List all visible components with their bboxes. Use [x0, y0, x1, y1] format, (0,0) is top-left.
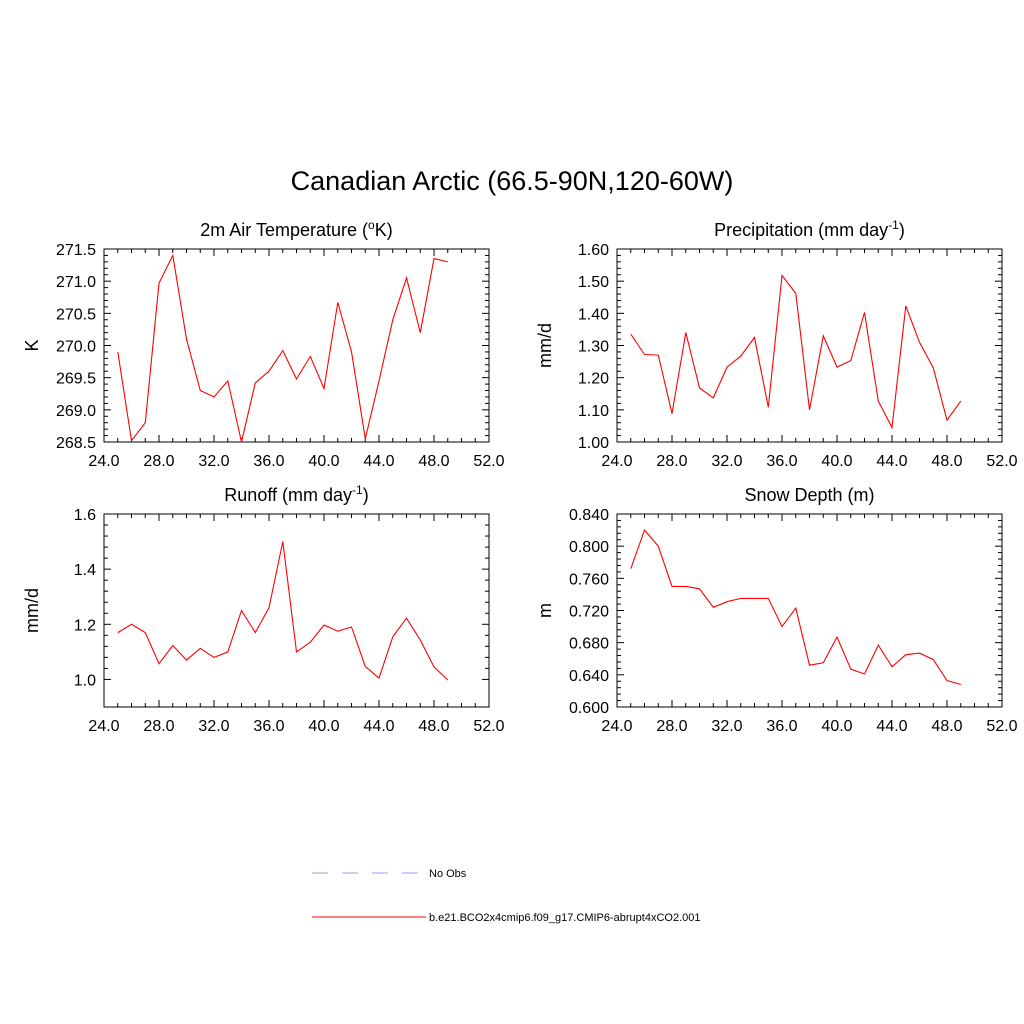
snow-x-tick-label: 44.0: [876, 718, 907, 735]
runoff-series-line: [117, 541, 449, 681]
temp-y-tick-label: 270.5: [56, 306, 96, 323]
precip-y-tick-label: 1.40: [578, 306, 609, 323]
legend-label-2: b.e21.BCO2x4cmip6.f09_g17.CMIP6-abrupt4x…: [429, 912, 701, 924]
temp-y-tick-label: 269.0: [56, 403, 96, 420]
temp-series-line: [117, 253, 448, 443]
legend-label-1: No Obs: [429, 868, 467, 880]
temp-x-tick-label: 32.0: [198, 453, 229, 470]
precip-x-tick-label: 24.0: [601, 453, 632, 470]
temp-chart-title: 2m Air Temperature (oK): [200, 218, 392, 240]
precip-title-text: Precipitation (mm day: [714, 220, 888, 240]
runoff-x-tick-label: 32.0: [198, 718, 229, 735]
runoff-y-tick-label: 1.2: [74, 617, 96, 634]
precip-y-tick-label: 1.60: [578, 242, 609, 259]
snow-chart-title: Snow Depth (m): [744, 485, 874, 505]
runoff-x-tick-label: 52.0: [473, 718, 504, 735]
precip-x-tick-label: 32.0: [711, 453, 742, 470]
temp-title-superscript: o: [368, 218, 375, 232]
runoff-chart-title: Runoff (mm day-1): [224, 483, 368, 505]
legend: No Obs b.e21.BCO2x4cmip6.f09_g17.CMIP6-ab…: [312, 868, 701, 924]
snow-y-tick-label: 0.720: [569, 604, 609, 621]
temp-x-tick-label: 24.0: [88, 453, 119, 470]
precip-y-tick-label: 1.30: [578, 339, 609, 356]
runoff-x-tick-label: 48.0: [418, 718, 449, 735]
temp-x-tick-label: 52.0: [473, 453, 504, 470]
snow-series-line: [630, 529, 961, 686]
precip-x-tick-label: 48.0: [931, 453, 962, 470]
runoff-y-tick-label: 1.0: [74, 672, 96, 689]
temp-x-tick-label: 28.0: [143, 453, 174, 470]
temp-panel: 2m Air Temperature (oK) K 24.0 28.0 32.0 36.0…: [22, 218, 505, 470]
runoff-title-superscript: -1: [352, 483, 363, 497]
precip-x-tick-label: 44.0: [876, 453, 907, 470]
temp-y-axis-label: K: [22, 339, 42, 351]
precip-series-line: [630, 273, 962, 430]
runoff-x-tick-label: 24.0: [88, 718, 119, 735]
snow-y-tick-label: 0.840: [569, 507, 609, 524]
precip-panel: Precipitation (mm day-1) mm/d 24.0 28.0 32.0…: [535, 218, 1018, 470]
runoff-panel: Runoff (mm day-1) mm/d 24.0 28.0 32.0 36.0 40.…: [22, 483, 505, 735]
precip-y-tick-label: 1.20: [578, 371, 609, 388]
temp-title-text: 2m Air Temperature (: [200, 220, 368, 240]
precip-x-tick-label: 36.0: [766, 453, 797, 470]
runoff-x-tick-label: 28.0: [143, 718, 174, 735]
snow-y-tick-label: 0.600: [569, 700, 609, 717]
precip-y-axis-label: mm/d: [535, 323, 555, 368]
temp-x-tick-label: 36.0: [253, 453, 284, 470]
runoff-plot-frame: [103, 513, 490, 708]
temp-x-tick-label: 40.0: [308, 453, 339, 470]
temp-x-tick-label: 44.0: [363, 453, 394, 470]
snow-y-tick-label: 0.640: [569, 668, 609, 685]
snow-x-tick-label: 28.0: [656, 718, 687, 735]
runoff-x-tick-label: 44.0: [363, 718, 394, 735]
snow-y-tick-label: 0.680: [569, 636, 609, 653]
runoff-x-tick-label: 40.0: [308, 718, 339, 735]
snow-x-tick-label: 40.0: [821, 718, 852, 735]
runoff-y-axis-label: mm/d: [22, 588, 42, 633]
temp-y-tick-label: 270.0: [56, 339, 96, 356]
runoff-title-text: Runoff (mm day: [224, 485, 352, 505]
precip-x-tick-label: 28.0: [656, 453, 687, 470]
temp-y-tick-label: 271.0: [56, 274, 96, 291]
precip-plot-frame: [616, 248, 1003, 443]
snow-x-tick-label: 24.0: [601, 718, 632, 735]
precip-y-tick-label: 1.00: [578, 435, 609, 452]
precip-y-tick-label: 1.50: [578, 274, 609, 291]
temp-y-tick-label: 268.5: [56, 435, 96, 452]
precip-x-tick-label: 40.0: [821, 453, 852, 470]
precip-title-suffix: ): [899, 220, 905, 240]
precip-x-tick-label: 52.0: [986, 453, 1017, 470]
snow-x-tick-label: 48.0: [931, 718, 962, 735]
runoff-y-tick-label: 1.6: [74, 507, 96, 524]
page-title: Canadian Arctic (66.5-90N,120-60W): [290, 166, 734, 196]
snow-y-tick-label: 0.760: [569, 571, 609, 588]
snow-y-axis-label: m: [535, 603, 555, 618]
snow-title-text: Snow Depth (m): [744, 485, 874, 505]
snow-panel: Snow Depth (m) m 24.0 28.0 32.0 36.0 40.0 44.0 4…: [535, 485, 1018, 735]
snow-x-tick-label: 36.0: [766, 718, 797, 735]
runoff-x-tick-label: 36.0: [253, 718, 284, 735]
snow-y-tick-label: 0.800: [569, 539, 609, 556]
temp-title-suffix: K): [375, 220, 393, 240]
precip-chart-title: Precipitation (mm day-1): [714, 218, 905, 240]
snow-plot-frame: [616, 513, 1003, 708]
temp-y-tick-label: 269.5: [56, 371, 96, 388]
temp-x-tick-label: 48.0: [418, 453, 449, 470]
runoff-y-tick-label: 1.4: [74, 562, 96, 579]
snow-x-tick-label: 52.0: [986, 718, 1017, 735]
temp-y-tick-label: 271.5: [56, 242, 96, 259]
runoff-title-suffix: ): [363, 485, 369, 505]
precip-title-superscript: -1: [888, 218, 899, 232]
precip-y-tick-label: 1.10: [578, 403, 609, 420]
snow-x-tick-label: 32.0: [711, 718, 742, 735]
